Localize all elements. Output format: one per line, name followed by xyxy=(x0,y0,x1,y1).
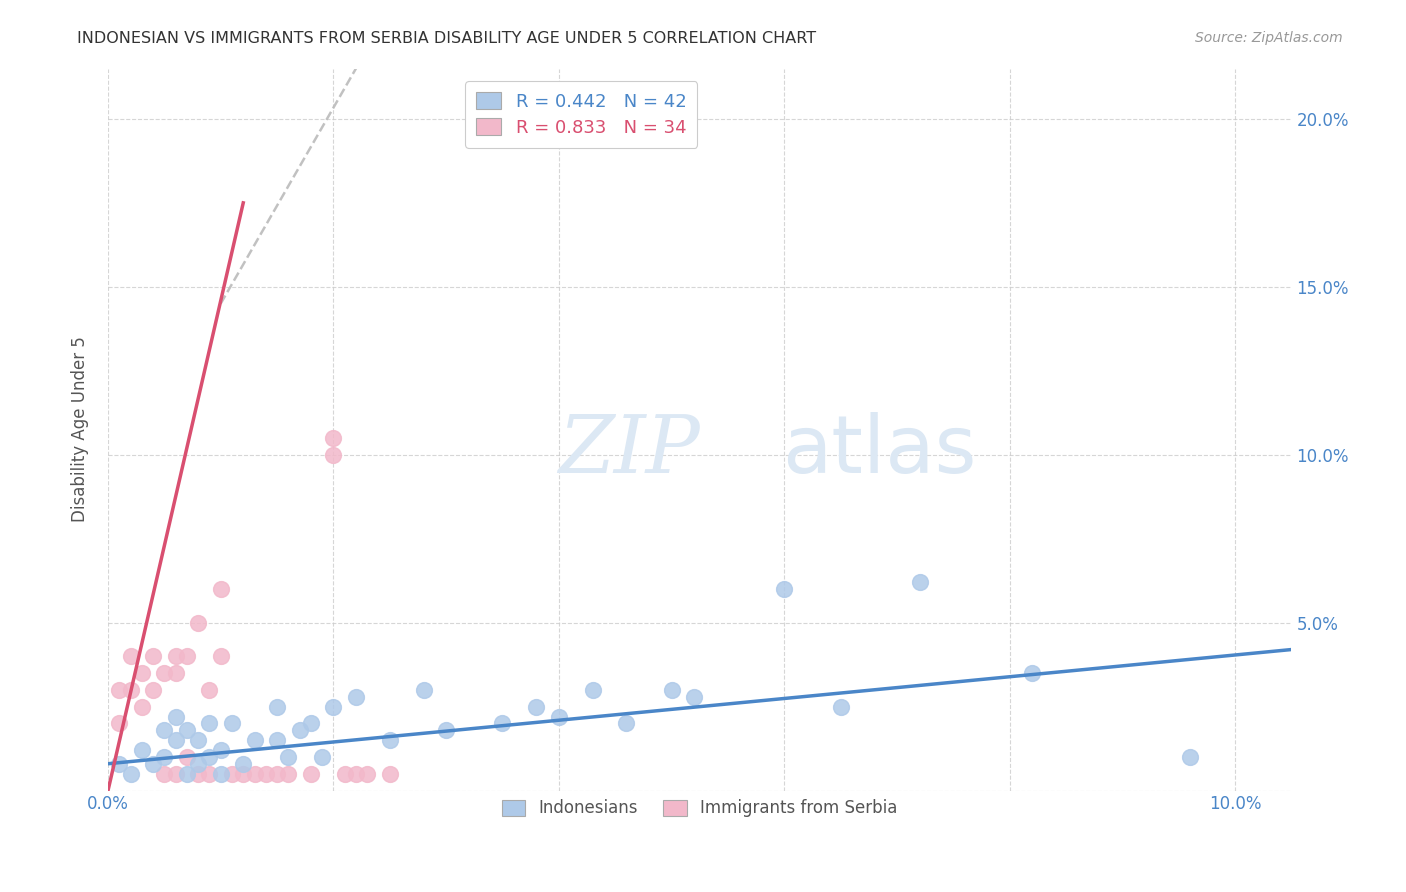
Point xyxy=(165,767,187,781)
Point xyxy=(209,767,232,781)
Point xyxy=(547,709,569,723)
Point xyxy=(198,716,221,731)
Point xyxy=(661,682,683,697)
Point xyxy=(187,756,209,771)
Point xyxy=(582,682,605,697)
Point xyxy=(683,690,706,704)
Point xyxy=(120,682,142,697)
Point xyxy=(254,767,277,781)
Text: ZIP: ZIP xyxy=(558,412,699,490)
Point xyxy=(165,709,187,723)
Point xyxy=(322,431,344,445)
Point xyxy=(232,756,254,771)
Point xyxy=(266,699,288,714)
Legend: Indonesians, Immigrants from Serbia: Indonesians, Immigrants from Serbia xyxy=(494,791,905,826)
Point xyxy=(198,767,221,781)
Point xyxy=(356,767,378,781)
Point xyxy=(142,649,165,664)
Point xyxy=(187,767,209,781)
Point xyxy=(830,699,852,714)
Point xyxy=(176,750,198,764)
Point xyxy=(142,756,165,771)
Point xyxy=(299,767,322,781)
Point xyxy=(434,723,457,738)
Point xyxy=(524,699,547,714)
Point xyxy=(616,716,638,731)
Point xyxy=(232,767,254,781)
Point xyxy=(491,716,513,731)
Point xyxy=(131,699,153,714)
Point xyxy=(322,699,344,714)
Point xyxy=(187,733,209,747)
Point xyxy=(176,723,198,738)
Point xyxy=(153,723,176,738)
Y-axis label: Disability Age Under 5: Disability Age Under 5 xyxy=(72,336,89,523)
Point xyxy=(277,750,299,764)
Point xyxy=(131,666,153,681)
Point xyxy=(288,723,311,738)
Point xyxy=(108,716,131,731)
Point xyxy=(378,767,401,781)
Point xyxy=(412,682,434,697)
Point xyxy=(165,666,187,681)
Point xyxy=(108,756,131,771)
Point xyxy=(344,690,367,704)
Point xyxy=(266,767,288,781)
Point xyxy=(120,767,142,781)
Point xyxy=(221,716,243,731)
Point xyxy=(153,767,176,781)
Point xyxy=(344,767,367,781)
Point xyxy=(131,743,153,757)
Point xyxy=(209,743,232,757)
Point xyxy=(176,649,198,664)
Point xyxy=(142,682,165,697)
Point xyxy=(187,615,209,630)
Point xyxy=(322,448,344,462)
Point xyxy=(773,582,796,596)
Point xyxy=(209,649,232,664)
Point xyxy=(243,767,266,781)
Point xyxy=(266,733,288,747)
Point xyxy=(153,750,176,764)
Point xyxy=(908,575,931,590)
Point xyxy=(176,767,198,781)
Point xyxy=(120,649,142,664)
Point xyxy=(1021,666,1043,681)
Text: Source: ZipAtlas.com: Source: ZipAtlas.com xyxy=(1195,31,1343,45)
Point xyxy=(277,767,299,781)
Point xyxy=(153,666,176,681)
Point xyxy=(1178,750,1201,764)
Text: atlas: atlas xyxy=(783,412,977,491)
Point xyxy=(311,750,333,764)
Point xyxy=(165,733,187,747)
Point xyxy=(221,767,243,781)
Point xyxy=(108,682,131,697)
Point xyxy=(165,649,187,664)
Point xyxy=(243,733,266,747)
Point xyxy=(198,750,221,764)
Point xyxy=(299,716,322,731)
Text: INDONESIAN VS IMMIGRANTS FROM SERBIA DISABILITY AGE UNDER 5 CORRELATION CHART: INDONESIAN VS IMMIGRANTS FROM SERBIA DIS… xyxy=(77,31,817,46)
Point xyxy=(198,682,221,697)
Point xyxy=(209,582,232,596)
Point xyxy=(378,733,401,747)
Point xyxy=(333,767,356,781)
